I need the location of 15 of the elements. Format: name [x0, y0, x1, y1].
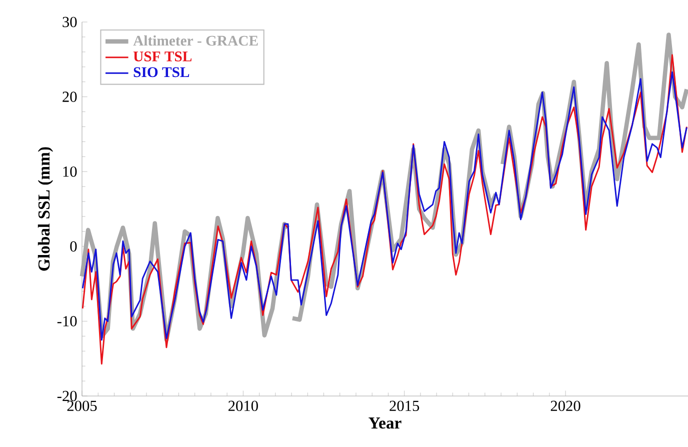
legend-label: USF TSL — [133, 52, 192, 62]
x-axis-title: Year — [368, 418, 402, 429]
legend-label: Altimeter - GRACE — [133, 35, 258, 46]
legend-label: SIO TSL — [134, 67, 190, 78]
y-tick-label: -20 — [57, 390, 77, 402]
y-tick-label: -10 — [57, 316, 77, 326]
y-tick-label: 30 — [62, 16, 77, 28]
x-tick-label: 2015 — [390, 400, 420, 412]
y-tick-label: 10 — [63, 166, 77, 177]
y-axis-title: Global SSL (mm) — [38, 147, 54, 271]
x-tick-label: 2020 — [550, 400, 580, 412]
x-tick-label: 2005 — [67, 400, 97, 412]
y-tick-label: 0 — [70, 241, 77, 252]
x-tick-label: 2010 — [228, 400, 258, 412]
y-tick-label: 20 — [62, 92, 77, 102]
